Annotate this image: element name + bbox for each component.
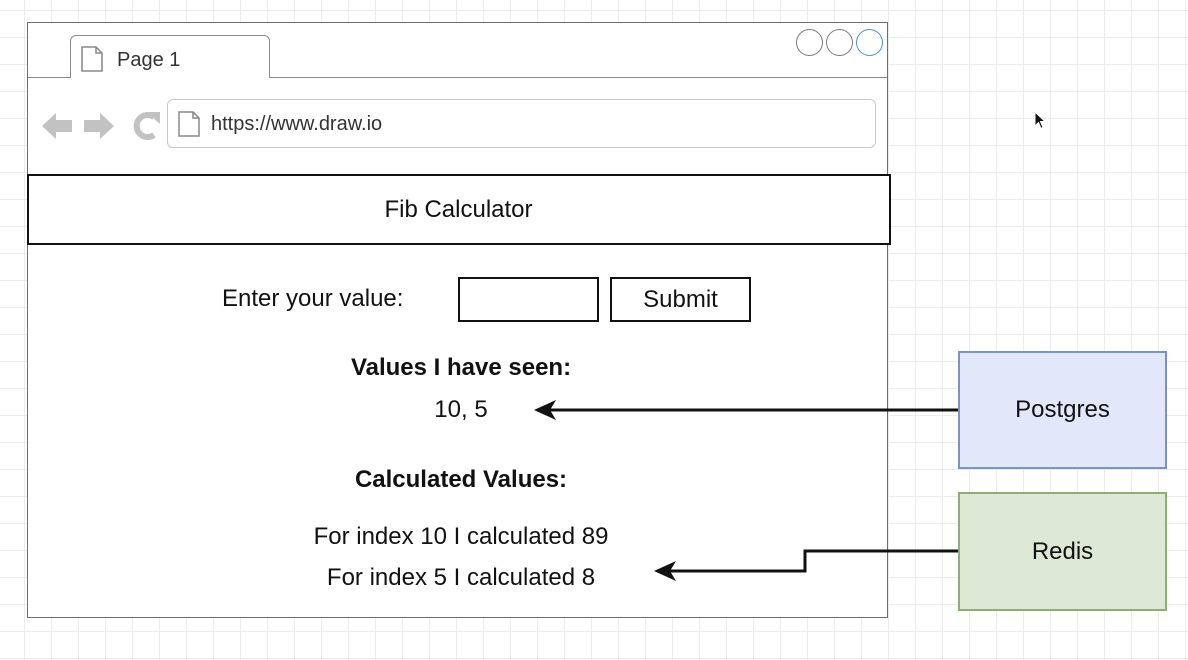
- forward-arrow-icon[interactable]: [84, 113, 114, 139]
- seen-values-list: 10, 5: [434, 396, 488, 423]
- redis-connector: [654, 549, 958, 581]
- mouse-cursor-icon: [1034, 111, 1046, 130]
- calculated-value-row: For index 5 I calculated 8: [326, 564, 596, 591]
- postgres-label: Postgres: [1015, 396, 1110, 423]
- maximize-icon[interactable]: [826, 29, 853, 56]
- navigation-buttons: [42, 112, 160, 140]
- browser-mockup: Page 1 https://www.draw.io Fib Calculato…: [26, 22, 891, 618]
- redis-box: Redis: [958, 492, 1167, 611]
- submit-button[interactable]: Submit: [610, 277, 751, 322]
- seen-values-heading: Values I have seen:: [350, 354, 572, 381]
- document-icon: [178, 111, 200, 137]
- page-title: Fib Calculator: [384, 195, 533, 223]
- back-arrow-icon[interactable]: [42, 113, 72, 139]
- close-icon[interactable]: [856, 29, 883, 56]
- value-input-label: Enter your value:: [222, 285, 404, 312]
- document-icon: [81, 46, 103, 72]
- window-controls: [793, 29, 883, 56]
- browser-tab[interactable]: Page 1: [70, 35, 270, 78]
- reload-icon[interactable]: [133, 112, 160, 140]
- minimize-icon[interactable]: [796, 29, 823, 56]
- calculated-values-heading: Calculated Values:: [354, 466, 568, 493]
- url-text: https://www.draw.io: [211, 113, 383, 135]
- value-input[interactable]: [458, 277, 599, 322]
- postgres-box: Postgres: [958, 351, 1167, 469]
- calculated-value-row: For index 10 I calculated 89: [313, 523, 609, 550]
- tab-strip-divider: [28, 77, 887, 78]
- redis-label: Redis: [1031, 537, 1094, 565]
- app-header: Fib Calculator: [26, 174, 891, 245]
- postgres-connector: [534, 400, 958, 420]
- address-bar[interactable]: https://www.draw.io: [167, 99, 876, 148]
- tab-title: Page 1: [117, 49, 181, 71]
